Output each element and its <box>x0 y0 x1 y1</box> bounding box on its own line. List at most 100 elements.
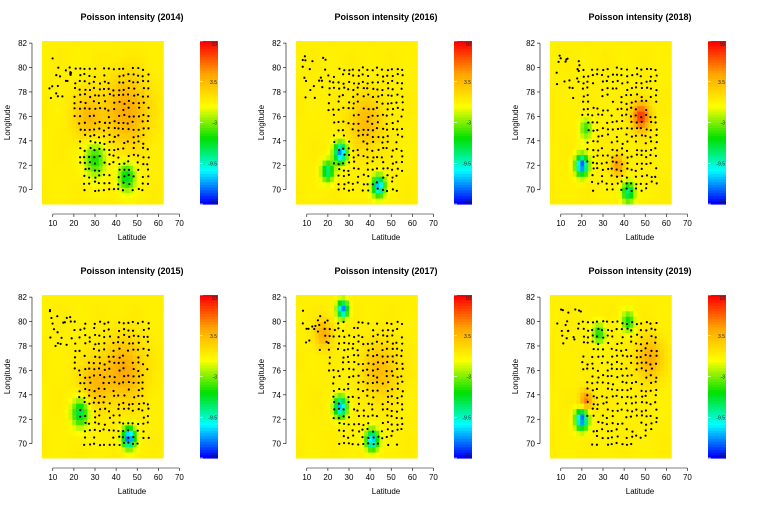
heatmap-cell <box>106 198 111 205</box>
colorbar-tick-label: 3.5 <box>464 80 471 86</box>
x-tick-label: 70 <box>175 219 184 228</box>
heatmap-cell <box>95 89 100 96</box>
sample-point <box>103 121 107 124</box>
heatmap-cell <box>148 149 153 156</box>
colorbar-segment <box>454 127 472 132</box>
heatmap-cell <box>656 68 661 75</box>
heatmap-cell <box>386 133 392 140</box>
heatmap-cell <box>87 425 92 432</box>
heatmap-cell <box>106 360 111 367</box>
sample-point <box>631 74 634 77</box>
heatmap-cell <box>390 138 396 145</box>
heatmap-cell <box>64 89 70 96</box>
heatmap-cell <box>45 41 51 47</box>
heatmap-cell <box>648 198 653 205</box>
heatmap-cell <box>644 133 650 140</box>
heatmap-cell <box>580 193 585 200</box>
sample-point <box>620 95 623 99</box>
heatmap-cell <box>57 322 62 329</box>
heatmap-cell <box>622 68 627 75</box>
heatmap-cell <box>553 187 559 194</box>
heatmap-cell <box>87 182 92 189</box>
heatmap-cell <box>610 144 615 151</box>
heatmap-cell <box>114 176 119 183</box>
heatmap-cell <box>322 79 327 85</box>
heatmap-cell <box>144 171 149 178</box>
heatmap-cell <box>57 295 62 301</box>
heatmap-cell <box>132 365 138 372</box>
heatmap-cell <box>580 51 585 58</box>
heatmap-cell <box>91 316 96 323</box>
sample-point <box>341 162 345 165</box>
heatmap-cell <box>68 46 73 53</box>
heatmap-cell <box>114 187 119 194</box>
heatmap-cell <box>394 95 399 102</box>
heatmap-cell <box>550 57 555 64</box>
heatmap-cell <box>379 117 384 123</box>
heatmap-cell <box>68 73 73 80</box>
heatmap-cell <box>91 338 96 345</box>
heatmap-cell <box>595 187 600 194</box>
heatmap-cell <box>76 68 81 75</box>
heatmap-cell <box>72 95 77 102</box>
heatmap-cell <box>132 51 138 58</box>
sample-point <box>640 82 643 85</box>
heatmap-cell <box>151 117 157 123</box>
heatmap-cell <box>132 327 138 334</box>
heatmap-cell <box>322 165 327 172</box>
heatmap-cell <box>136 51 142 58</box>
heatmap-cell <box>568 73 574 80</box>
heatmap-cell <box>337 133 342 140</box>
heatmap-cell <box>60 68 66 75</box>
heatmap-cell <box>550 127 555 134</box>
heatmap-cell <box>60 371 66 377</box>
heatmap-cell <box>53 84 58 91</box>
heatmap-cell <box>136 193 142 200</box>
heatmap-cell <box>155 343 160 350</box>
heatmap-cell <box>83 84 88 91</box>
colorbar-segment <box>454 201 472 205</box>
heatmap-cell <box>656 127 661 134</box>
heatmap-cell <box>76 117 81 123</box>
heatmap-cell <box>110 198 115 205</box>
heatmap-cell <box>76 354 81 361</box>
heatmap-cell <box>337 95 342 102</box>
colorbar-segment <box>200 119 218 124</box>
colorbar-segment <box>708 68 726 72</box>
heatmap-cell <box>129 441 134 448</box>
heatmap-cell <box>64 452 70 459</box>
heatmap-cell <box>587 46 593 53</box>
heatmap-cell <box>580 89 585 96</box>
sample-point <box>146 414 150 418</box>
sample-points <box>48 57 150 193</box>
heatmap-cell <box>587 51 593 58</box>
sample-point <box>92 114 96 117</box>
heatmap-cell <box>557 198 562 205</box>
colorbar-segment <box>454 187 472 192</box>
heatmap-cell <box>125 349 130 356</box>
heatmap-cell <box>553 144 559 151</box>
heatmap-cell <box>610 111 615 118</box>
y-tick-label: 70 <box>526 186 535 195</box>
heatmap-cell <box>644 176 650 183</box>
heatmap-cell <box>360 182 365 189</box>
sample-point <box>620 101 623 104</box>
heatmap-cell <box>296 62 301 69</box>
heatmap-cell <box>57 111 62 118</box>
heatmap-cell <box>637 122 642 129</box>
heatmap-cell <box>121 376 126 383</box>
heatmap-cell <box>409 95 414 102</box>
sample-point <box>87 422 91 425</box>
sample-point <box>645 108 648 112</box>
heatmap-cell <box>91 376 96 383</box>
heatmap-cell <box>45 322 51 329</box>
heatmap-cell <box>652 79 657 85</box>
sample-point <box>600 174 604 178</box>
sample-point <box>82 182 86 185</box>
heatmap-cell <box>568 133 574 140</box>
sample-point <box>132 146 135 150</box>
sample-point <box>89 140 92 143</box>
heatmap-cell <box>341 100 346 107</box>
heatmap-cell <box>622 73 627 80</box>
heatmap-cell <box>591 68 596 75</box>
